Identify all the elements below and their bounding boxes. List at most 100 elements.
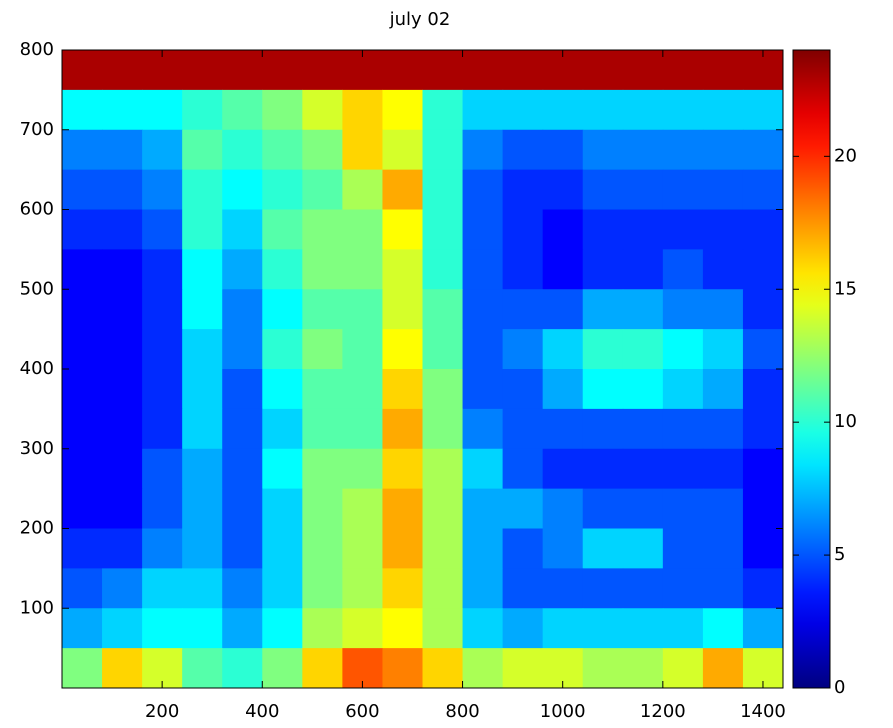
heat-cell bbox=[703, 90, 744, 130]
heat-cell bbox=[102, 449, 143, 489]
heat-cell bbox=[503, 648, 544, 688]
heat-cell bbox=[463, 170, 504, 210]
heat-cell bbox=[62, 50, 103, 90]
heat-cell bbox=[423, 489, 464, 529]
heat-cell bbox=[703, 329, 744, 369]
heat-cell bbox=[663, 608, 704, 648]
heat-cell bbox=[463, 409, 504, 449]
heat-cell bbox=[62, 369, 103, 409]
y-tick-label: 400 bbox=[20, 358, 54, 379]
heat-cell bbox=[262, 648, 303, 688]
heat-cell bbox=[583, 329, 624, 369]
heat-cell bbox=[543, 249, 584, 289]
heat-cell bbox=[663, 529, 704, 569]
x-tick-label: 1000 bbox=[540, 701, 586, 722]
heat-cell bbox=[342, 568, 383, 608]
heat-cell bbox=[62, 289, 103, 329]
heat-cell bbox=[302, 648, 343, 688]
heat-cell bbox=[262, 130, 303, 170]
heat-cell bbox=[142, 249, 183, 289]
heat-cell bbox=[302, 529, 343, 569]
heat-cell bbox=[62, 449, 103, 489]
heat-cell bbox=[142, 170, 183, 210]
colorbar-tick-label: 20 bbox=[834, 145, 857, 166]
heat-cell bbox=[222, 90, 263, 130]
heat-cell bbox=[543, 449, 584, 489]
heat-cell bbox=[62, 409, 103, 449]
heat-cell bbox=[102, 369, 143, 409]
heat-cell bbox=[342, 90, 383, 130]
heat-cell bbox=[182, 409, 223, 449]
heat-cell bbox=[463, 529, 504, 569]
y-tick-label: 600 bbox=[20, 199, 54, 220]
heat-cell bbox=[182, 50, 223, 90]
heat-cell bbox=[743, 289, 784, 329]
heat-cell bbox=[743, 449, 784, 489]
heat-cell bbox=[663, 329, 704, 369]
heat-cell bbox=[503, 289, 544, 329]
heat-cell bbox=[302, 568, 343, 608]
heat-cell bbox=[262, 608, 303, 648]
heat-cell bbox=[342, 369, 383, 409]
heat-cell bbox=[503, 50, 544, 90]
heat-cell bbox=[182, 608, 223, 648]
heat-cell bbox=[262, 289, 303, 329]
heat-cell bbox=[463, 489, 504, 529]
heat-cell bbox=[182, 130, 223, 170]
colorbar-tick-label: 10 bbox=[834, 411, 857, 432]
heat-cell bbox=[302, 289, 343, 329]
heat-cell bbox=[663, 130, 704, 170]
heat-cell bbox=[663, 90, 704, 130]
heat-cell bbox=[503, 449, 544, 489]
heat-cell bbox=[623, 568, 664, 608]
heat-cell bbox=[342, 170, 383, 210]
heat-cell bbox=[182, 329, 223, 369]
heat-cell bbox=[302, 90, 343, 130]
heat-cell bbox=[663, 369, 704, 409]
heat-cell bbox=[342, 289, 383, 329]
heat-cell bbox=[62, 170, 103, 210]
heat-cell bbox=[262, 449, 303, 489]
heat-cell bbox=[342, 409, 383, 449]
heat-cell bbox=[583, 50, 624, 90]
heat-cell bbox=[222, 130, 263, 170]
heat-cell bbox=[463, 90, 504, 130]
heat-cell bbox=[663, 50, 704, 90]
heat-cell bbox=[222, 409, 263, 449]
heat-cell bbox=[222, 529, 263, 569]
heat-cell bbox=[743, 90, 784, 130]
heat-cell bbox=[302, 170, 343, 210]
heat-cell bbox=[102, 90, 143, 130]
heat-cell bbox=[142, 449, 183, 489]
heat-cell bbox=[623, 529, 664, 569]
heat-cell bbox=[623, 90, 664, 130]
heat-cell bbox=[743, 568, 784, 608]
heat-cell bbox=[102, 210, 143, 250]
heat-cell bbox=[182, 210, 223, 250]
heat-cell bbox=[222, 50, 263, 90]
heat-cell bbox=[503, 170, 544, 210]
heat-cell bbox=[222, 369, 263, 409]
heat-cell bbox=[182, 648, 223, 688]
y-tick-label: 100 bbox=[20, 597, 54, 618]
y-tick-label: 300 bbox=[20, 438, 54, 459]
heat-cell bbox=[382, 369, 423, 409]
heat-cell bbox=[703, 449, 744, 489]
heat-cell bbox=[62, 90, 103, 130]
heat-cell bbox=[382, 648, 423, 688]
heat-cell bbox=[262, 409, 303, 449]
heat-cell bbox=[222, 210, 263, 250]
heat-cell bbox=[663, 489, 704, 529]
heat-cell bbox=[302, 409, 343, 449]
heat-cell bbox=[743, 170, 784, 210]
heat-cell bbox=[262, 489, 303, 529]
heat-cell bbox=[382, 568, 423, 608]
heat-cell bbox=[623, 369, 664, 409]
heat-cell bbox=[423, 568, 464, 608]
heat-cell bbox=[463, 449, 504, 489]
heat-cell bbox=[142, 608, 183, 648]
heat-cell bbox=[102, 289, 143, 329]
heat-cell bbox=[423, 449, 464, 489]
heat-cell bbox=[703, 130, 744, 170]
heat-cell bbox=[663, 449, 704, 489]
